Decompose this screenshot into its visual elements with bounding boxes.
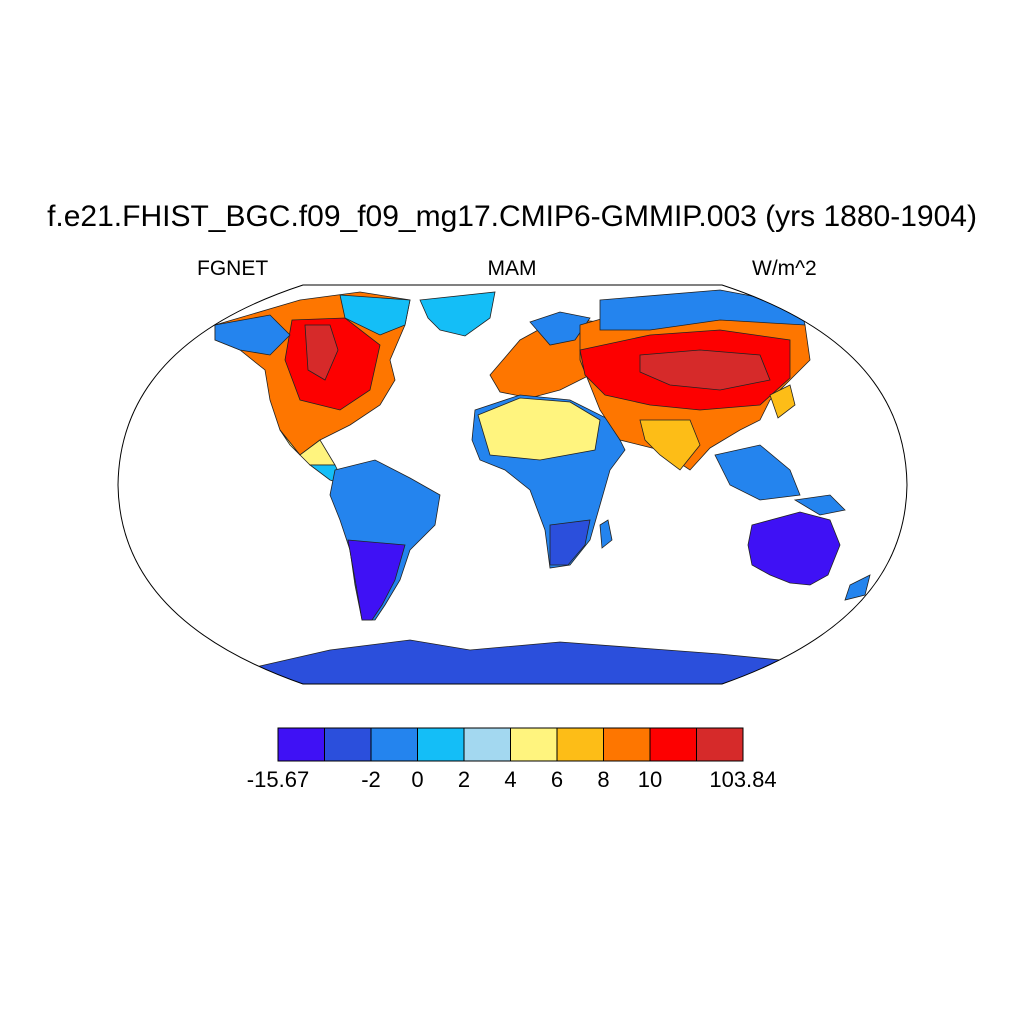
center-label: MAM (487, 257, 537, 280)
japan-region (769, 384, 796, 419)
colorbar-swatch (463, 727, 511, 762)
colorbar (277, 727, 744, 762)
colorbar-label: 6 (550, 767, 564, 792)
map-boundary (117, 284, 908, 685)
canada-north-region (339, 294, 411, 336)
colorbar-swatch (417, 727, 465, 762)
colorbar-swatch (370, 727, 418, 762)
southeast-asia-region (714, 444, 801, 501)
colorbar-label: 4 (504, 767, 517, 792)
southern-africa-region (549, 519, 591, 566)
south-america-south-region (347, 539, 406, 621)
colorbar-swatch (649, 727, 697, 762)
alaska-region (214, 314, 291, 356)
siberia-region (599, 289, 806, 331)
colorbar-label: 2 (457, 767, 471, 792)
colorbar-swatch (324, 727, 372, 762)
greenland-region (419, 291, 496, 337)
right-label: W/m^2 (752, 257, 817, 280)
colorbar-label: 8 (597, 767, 610, 792)
madagascar-region (599, 519, 613, 549)
colorbar-swatch (277, 727, 325, 762)
new-guinea-region (793, 494, 846, 516)
left-label: FGNET (197, 257, 269, 280)
colorbar-label: -15.67 (246, 767, 310, 792)
colorbar-label: 0 (411, 767, 424, 792)
south-asia-region (639, 419, 701, 471)
antarctica-region (199, 639, 901, 684)
figure-title: f.e21.FHIST_BGC.f09_f09_mg17.CMIP6-GMMIP… (47, 200, 977, 233)
colorbar-swatch (510, 727, 558, 762)
new-zealand-region (844, 574, 871, 601)
colorbar-label: 103.84 (709, 767, 777, 792)
colorbar-label: -2 (361, 767, 381, 792)
colorbar-swatch (603, 727, 651, 762)
sahara-region (477, 397, 601, 461)
australia-region (747, 511, 841, 586)
north-america-hotspot (304, 324, 339, 381)
colorbar-swatch (556, 727, 604, 762)
colorbar-label: 10 (637, 767, 663, 792)
central-asia-hotspot (639, 349, 771, 391)
colorbar-swatch (696, 727, 744, 762)
